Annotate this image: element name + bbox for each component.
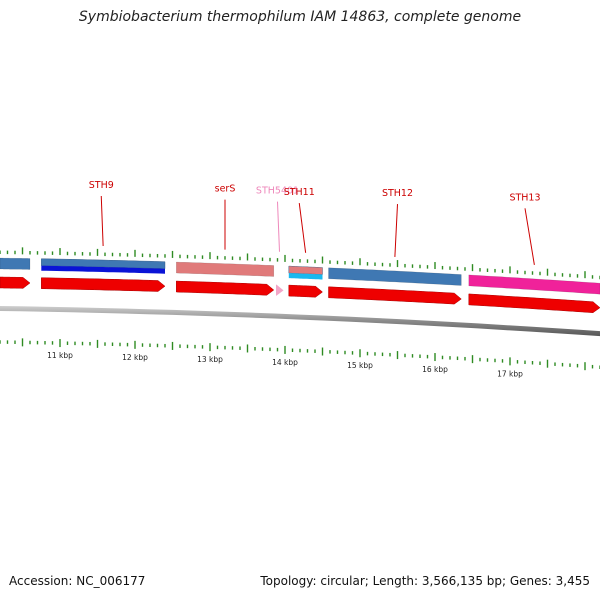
cds-arrow-0[interactable] <box>0 276 31 289</box>
scale-label-11kbp: 11 kbp <box>47 351 73 360</box>
label-leader-STH12 <box>394 204 398 257</box>
gene-label-STH12: STH12 <box>382 188 413 199</box>
label-leader-STH5401 <box>277 201 280 252</box>
gene-label-STH9: STH9 <box>89 180 114 191</box>
scale-label-14kbp: 14 kbp <box>272 358 298 367</box>
gene-track[interactable] <box>0 257 600 295</box>
pseudogene-arrow-STH5401[interactable] <box>276 284 284 296</box>
cds-arrow-serS[interactable] <box>176 280 275 296</box>
backbone-band <box>0 305 600 337</box>
cds-arrow-STH12[interactable] <box>328 286 462 305</box>
gene-subfeature-STH11[interactable] <box>288 273 323 280</box>
gene-feature-0[interactable] <box>0 257 31 270</box>
scale-label-16kbp: 16 kbp <box>422 365 448 374</box>
genome-backbone <box>0 305 600 337</box>
cds-arrow-STH11[interactable] <box>288 284 323 298</box>
scale-labels: 11 kbp 12 kbp 13 kbp 14 kbp 15 kbp 16 kbp 17 k… <box>47 351 523 378</box>
scale-label-13kbp: 13 kbp <box>197 355 223 364</box>
scale-label-15kbp: 15 kbp <box>347 361 373 370</box>
gene-feature-STH12[interactable] <box>328 267 462 286</box>
gene-label-STH11: STH11 <box>284 187 315 198</box>
scale-label-17kbp: 17 kbp <box>497 369 523 378</box>
label-leader-STH9 <box>100 195 104 247</box>
label-leader-STH11 <box>298 202 307 253</box>
gene-subfeature-STH9[interactable] <box>41 265 165 274</box>
gene-feature-STH11[interactable] <box>288 265 323 275</box>
gene-label-STH13: STH13 <box>509 192 540 203</box>
scale-label-12kbp: 12 kbp <box>122 353 148 362</box>
label-leader-STH13 <box>524 208 535 265</box>
genome-title: Symbiobacterium thermophilum IAM 14863, … <box>78 9 522 25</box>
gene-label-STH5401: STH5401 <box>256 186 299 197</box>
accession-text: Accession: NC_006177 <box>9 574 146 588</box>
gene-feature-serS[interactable] <box>176 261 274 277</box>
cds-arrow-STH9[interactable] <box>41 277 166 292</box>
genome-summary: Topology: circular; Length: 3,566,135 bp… <box>260 574 590 588</box>
gene-label-serS: serS <box>215 184 236 195</box>
cds-arrow-STH13[interactable] <box>468 293 600 313</box>
ruler-ticks <box>0 247 600 371</box>
cds-track[interactable] <box>0 276 600 313</box>
gene-feature-STH13[interactable] <box>468 274 600 295</box>
